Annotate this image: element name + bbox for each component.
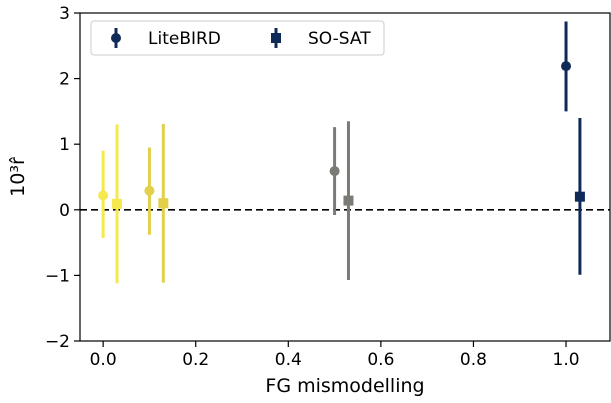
x-tick-label: 1.0 (553, 350, 580, 370)
x-tick-label: 0.2 (182, 350, 209, 370)
y-axis-label: 10³r̂ (7, 156, 29, 197)
point-so-sat (158, 198, 169, 209)
legend: LiteBIRD SO-SAT (90, 20, 385, 56)
legend-item-litebird: LiteBIRD (111, 28, 221, 49)
point-litebird (561, 61, 572, 72)
legend-so-sat-marker (271, 33, 281, 43)
y-tick-label: −2 (45, 332, 70, 352)
x-axis-label: FG mismodelling (265, 375, 424, 397)
data-points (98, 21, 585, 284)
legend-box (90, 20, 385, 56)
legend-so-sat-label: SO-SAT (308, 29, 371, 49)
x-tick-label: 0.8 (460, 350, 487, 370)
legend-litebird-label: LiteBIRD (148, 29, 221, 49)
y-tick-label: 3 (59, 4, 70, 24)
legend-litebird-marker (111, 33, 121, 43)
x-tick-label: 0.0 (90, 350, 117, 370)
x-tick-label: 0.6 (367, 350, 394, 370)
point-litebird (144, 185, 155, 196)
y-tick-label: 0 (59, 201, 70, 221)
point-litebird (329, 166, 340, 177)
point-so-sat (112, 198, 123, 209)
point-litebird (98, 190, 109, 201)
x-axis: 0.0 0.2 0.4 0.6 0.8 1.0 (90, 341, 580, 370)
legend-item-so-sat: SO-SAT (271, 28, 371, 49)
point-so-sat (343, 195, 354, 206)
y-axis: −2 −1 0 1 2 3 (45, 4, 80, 352)
point-so-sat (574, 191, 585, 202)
plot-frame (79, 12, 611, 342)
plot-area (79, 12, 611, 342)
y-tick-label: −1 (45, 266, 70, 286)
y-tick-label: 1 (59, 135, 70, 155)
y-tick-label: 2 (59, 70, 70, 90)
x-tick-label: 0.4 (275, 350, 302, 370)
